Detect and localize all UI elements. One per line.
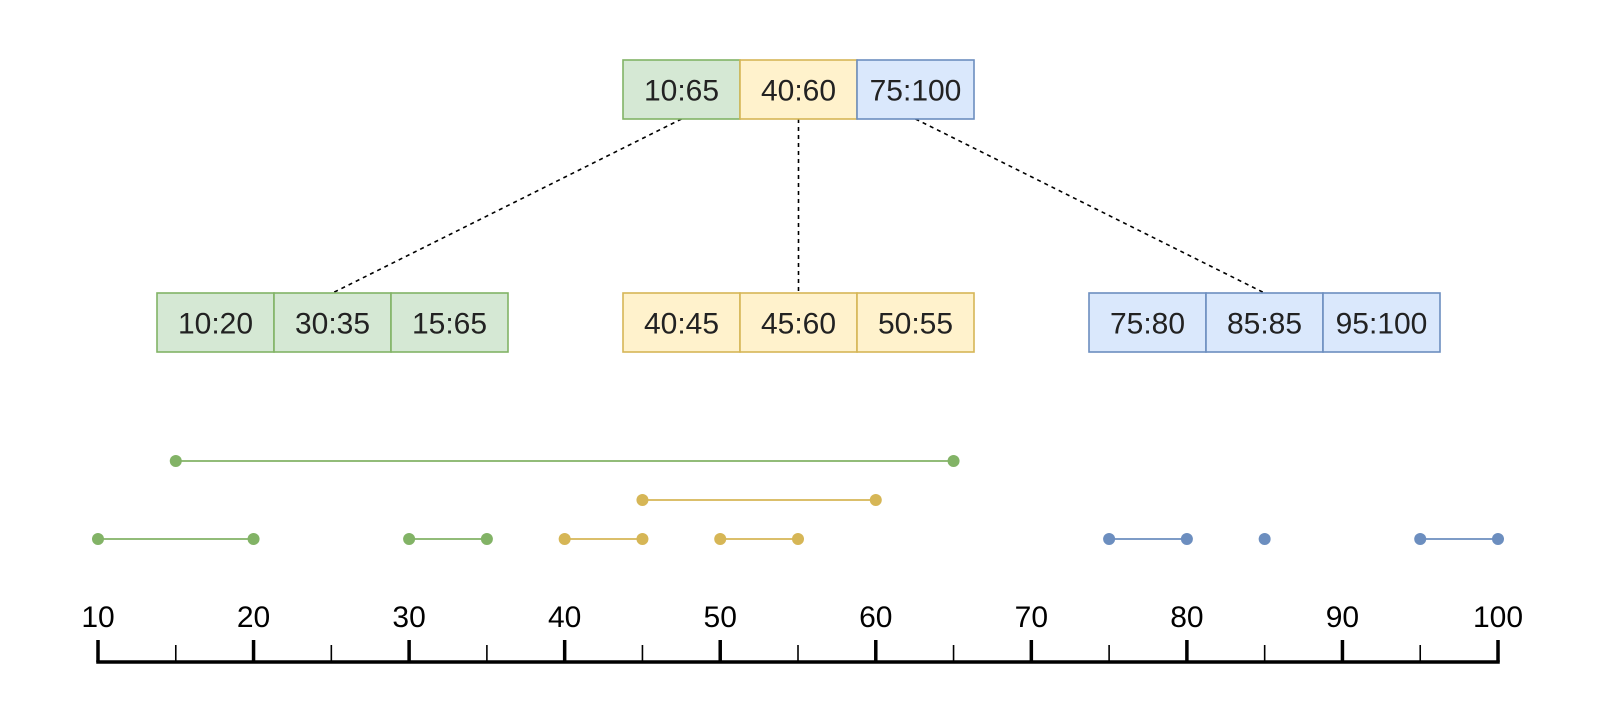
interval-10-20: [92, 533, 260, 545]
root-cell-2: 40:60: [739, 59, 858, 120]
child-nodes: 10:20 30:35 15:65 40:45 45:60 50:55 75:80 85:85…: [156, 292, 1441, 353]
child-node-1-cell-1-label: 10:20: [178, 308, 253, 341]
interval-start-point: [1258, 533, 1271, 545]
tree-edges: [332, 118, 1265, 294]
interval-end-point: [480, 533, 493, 545]
root-cell-1-box: [622, 59, 741, 120]
child-node-2-cell-1-box: [622, 292, 741, 353]
child-node-2-cell-3: 50:55: [856, 292, 975, 353]
tick-label: 40: [548, 601, 581, 634]
child-node-3-cell-3-label: 95:100: [1336, 308, 1428, 341]
root-cell-3-label: 75:100: [870, 75, 962, 108]
child-node-2-cell-3-box: [856, 292, 975, 353]
child-node-3-cell-1: 75:80: [1088, 292, 1207, 353]
interval-start-point: [636, 494, 649, 506]
number-axis: 10 20 30 40 50 60 70 80 90 100: [81, 601, 1523, 664]
child-node-1-cell-2-label: 30:35: [295, 308, 370, 341]
tick-label: 60: [859, 601, 892, 634]
child-node-2-cell-3-label: 50:55: [878, 308, 953, 341]
child-node-1-cell-1: 10:20: [156, 292, 275, 353]
interval-30-35: [403, 533, 493, 545]
interval-start-point: [558, 533, 571, 545]
child-node-2-cell-1-label: 40:45: [644, 308, 719, 341]
interval-start-point: [403, 533, 416, 545]
root-cell-3: 75:100: [856, 59, 975, 120]
interval-end-point: [1492, 533, 1504, 545]
interval-40-45: [558, 533, 649, 545]
tree-edge-1: [332, 118, 682, 294]
interval-95-100: [1414, 533, 1504, 545]
interval-85-85: [1258, 533, 1271, 545]
child-node-1-cell-1-box: [156, 292, 275, 353]
interval-start-point: [169, 455, 182, 467]
interval-end-point: [869, 494, 882, 506]
interval-start-point: [92, 533, 104, 545]
tick-label: 90: [1326, 601, 1359, 634]
child-node-1-cell-2-box: [273, 292, 392, 353]
tick-label: 100: [1473, 601, 1523, 634]
interval-start-point: [1103, 533, 1116, 545]
root-cell-3-box: [856, 59, 975, 120]
root-node: 10:65 40:60 75:100: [622, 59, 975, 120]
tick-label: 80: [1170, 601, 1203, 634]
child-node-3-cell-1-box: [1088, 292, 1207, 353]
tree-edge-3: [915, 118, 1265, 294]
child-node-3-cell-2-box: [1205, 292, 1324, 353]
child-node-3-cell-3-box: [1322, 292, 1441, 353]
interval-segments: [92, 455, 1504, 545]
child-node-3-cell-2: 85:85: [1205, 292, 1324, 353]
tick-label: 10: [81, 601, 114, 634]
child-node-2-cell-2-box: [739, 292, 858, 353]
child-node-3-cell-2-label: 85:85: [1227, 308, 1302, 341]
child-node-1-cell-3-box: [390, 292, 509, 353]
interval-end-point: [1180, 533, 1193, 545]
interval-50-55: [714, 533, 804, 545]
root-cell-1: 10:65: [622, 59, 741, 120]
root-cell-2-box: [739, 59, 858, 120]
root-cell-1-label: 10:65: [644, 75, 719, 108]
interval-start-point: [1414, 533, 1427, 545]
interval-15-65: [169, 455, 960, 467]
interval-start-point: [714, 533, 727, 545]
child-node-2-cell-2-label: 45:60: [761, 308, 836, 341]
child-node-1: 10:20 30:35 15:65: [156, 292, 509, 353]
child-node-2-cell-1: 40:45: [622, 292, 741, 353]
child-node-1-cell-2: 30:35: [273, 292, 392, 353]
tick-label: 20: [237, 601, 270, 634]
interval-end-point: [636, 533, 649, 545]
child-node-2-cell-2: 45:60: [739, 292, 858, 353]
interval-end-point: [947, 455, 960, 467]
child-node-3: 75:80 85:85 95:100: [1088, 292, 1441, 353]
tick-label: 70: [1015, 601, 1048, 634]
interval-45-60: [636, 494, 882, 506]
interval-end-point: [792, 533, 804, 545]
tick-label: 30: [392, 601, 425, 634]
child-node-2: 40:45 45:60 50:55: [622, 292, 975, 353]
interval-end-point: [247, 533, 260, 545]
interval-75-80: [1103, 533, 1193, 545]
child-node-3-cell-1-label: 75:80: [1110, 308, 1185, 341]
child-node-3-cell-3: 95:100: [1322, 292, 1441, 353]
tick-label: 50: [704, 601, 737, 634]
child-node-1-cell-3-label: 15:65: [412, 308, 487, 341]
root-cell-2-label: 40:60: [761, 75, 836, 108]
child-node-1-cell-3: 15:65: [390, 292, 509, 353]
